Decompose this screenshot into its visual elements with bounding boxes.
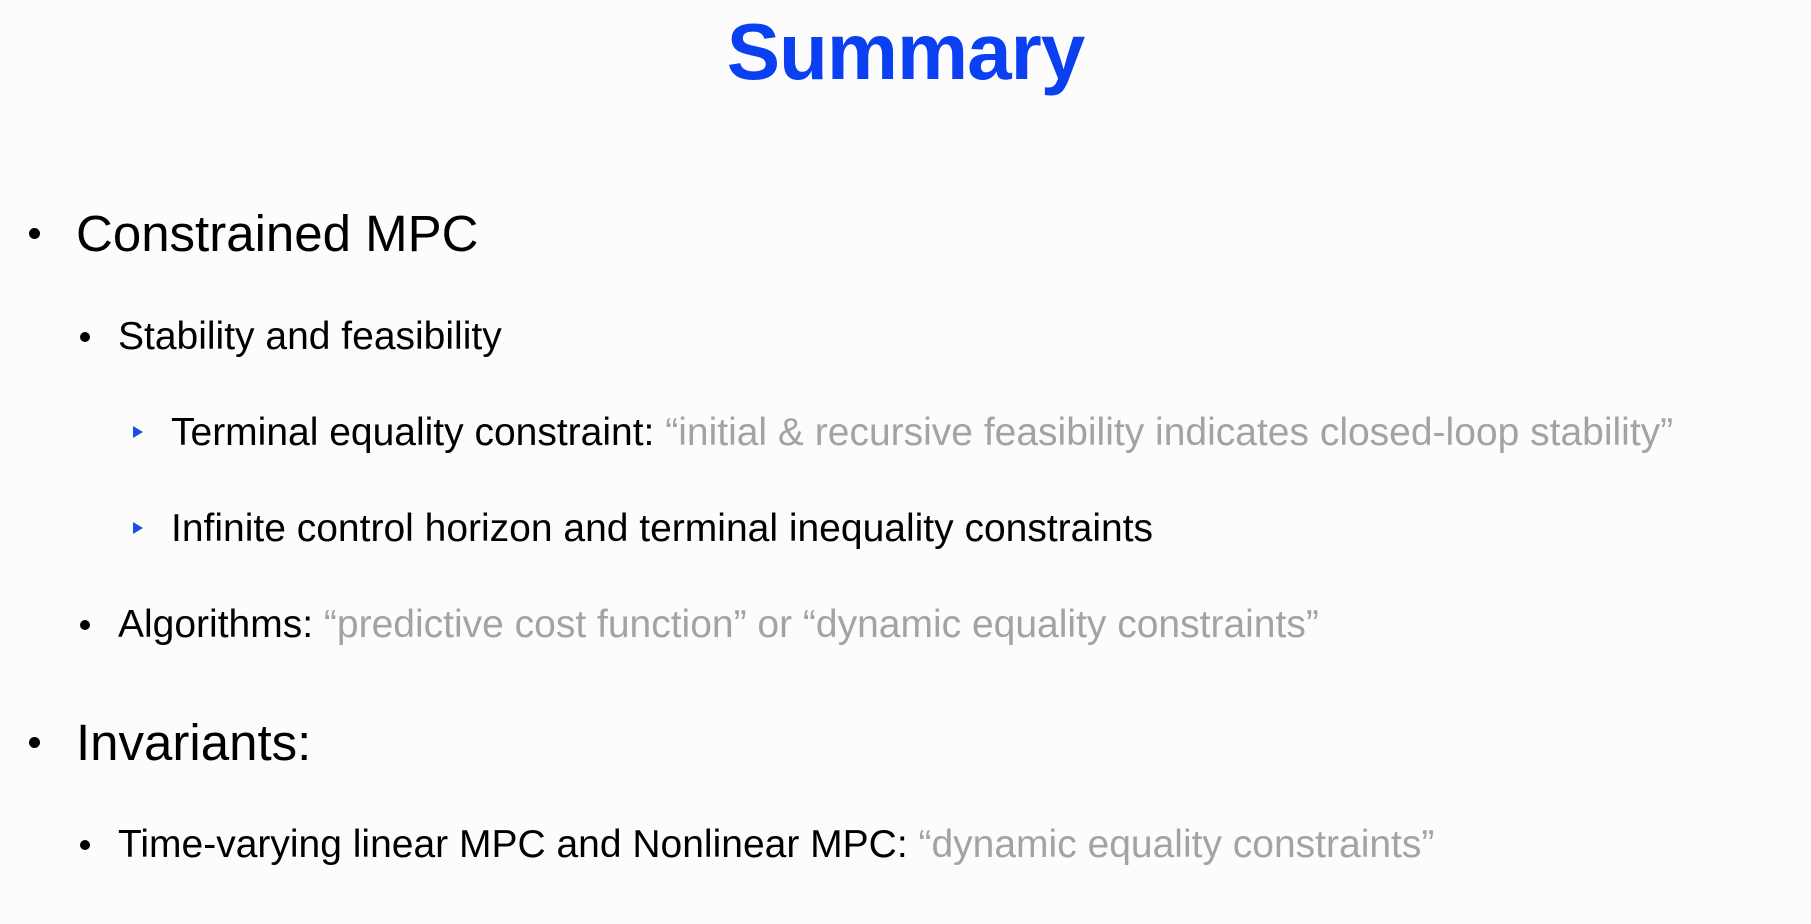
bullet-icon [80, 332, 90, 342]
bullet-label: Infinite control horizon and terminal in… [171, 507, 1154, 550]
bullet-item-stability-feasibility: Stability and feasibility [118, 313, 502, 361]
bullet-item-time-varying: Time-varying linear MPC and Nonlinear MP… [118, 821, 1434, 869]
bullet-label: Algorithms: [118, 603, 314, 646]
bullet-label: Invariants: [76, 714, 312, 771]
bullet-item-infinite-horizon: Infinite control horizon and terminal in… [171, 505, 1153, 553]
slide-title: Summary [726, 7, 1086, 96]
bullet-quote: “predictive cost function” or “dynamic e… [323, 603, 1319, 646]
bullet-icon [80, 620, 90, 630]
bullet-item-constrained-mpc: Constrained MPC [76, 204, 479, 264]
triangle-bullet-icon [133, 426, 143, 438]
bullet-icon [29, 228, 40, 239]
triangle-bullet-icon [133, 522, 143, 534]
bullet-icon [80, 840, 90, 850]
bullet-item-terminal-equality: Terminal equality constraint: “initial &… [171, 409, 1673, 457]
bullet-label: Stability and feasibility [118, 315, 502, 358]
bullet-label: Terminal equality constraint: [171, 411, 655, 454]
bullet-label: Time-varying linear MPC and Nonlinear MP… [118, 823, 908, 866]
bullet-icon [29, 737, 40, 748]
bullet-quote: “initial & recursive feasibility indicat… [665, 411, 1674, 454]
bullet-label: Constrained MPC [76, 205, 479, 262]
bullet-item-algorithms: Algorithms: “predictive cost function” o… [118, 601, 1319, 649]
bullet-quote: “dynamic equality constraints” [918, 823, 1435, 866]
bullet-item-invariants: Invariants: [76, 713, 311, 773]
